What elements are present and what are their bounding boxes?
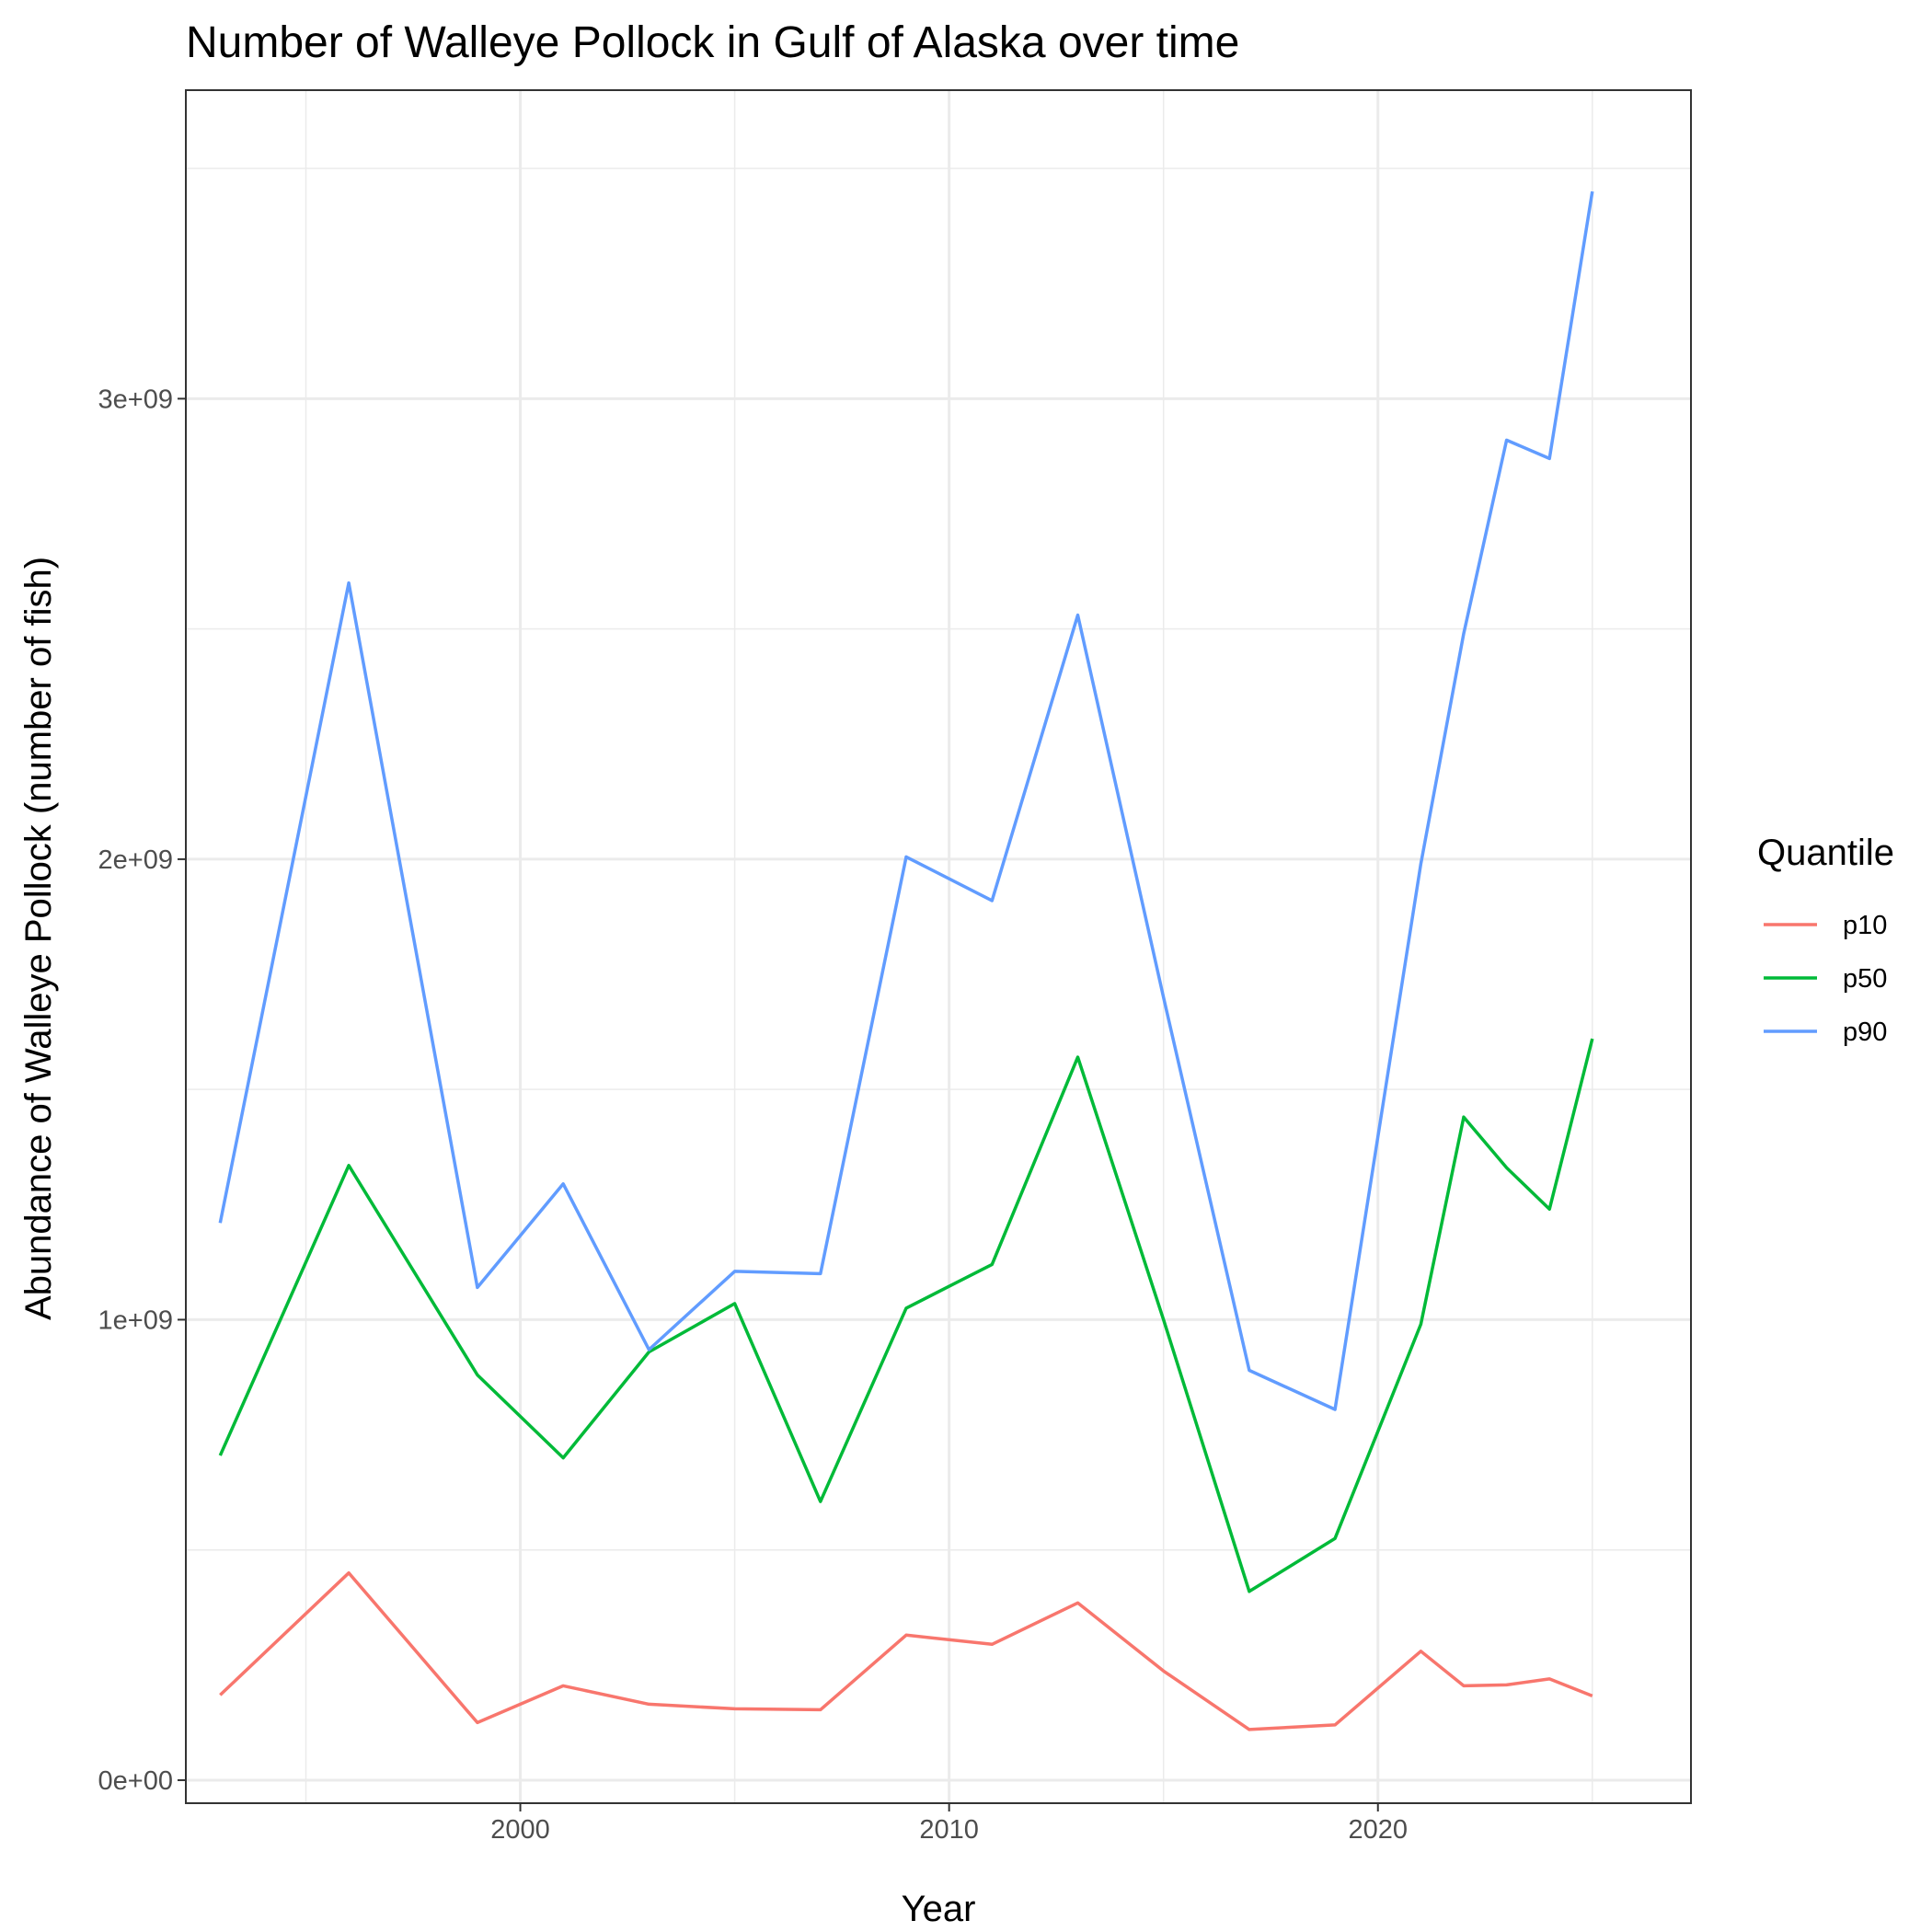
- legend: Quantile p10 p50 p90: [1757, 833, 1894, 1047]
- x-tick-label: 2010: [919, 1815, 979, 1845]
- panel-border: [185, 89, 1692, 1804]
- series-line-p90: [218, 190, 1594, 1411]
- y-tick-label: 2e+09: [98, 845, 173, 875]
- chart-title: Number of Walleye Pollock in Gulf of Ala…: [186, 18, 1239, 67]
- x-tick-label: 2020: [1348, 1815, 1408, 1845]
- legend-title: Quantile: [1757, 833, 1894, 873]
- series-line-p10: [219, 1570, 1593, 1731]
- x-axis: 2000 2010 2020: [490, 1803, 1408, 1845]
- x-axis-title: Year: [902, 1889, 976, 1929]
- y-axis: 0e+00 1e+09 2e+09 3e+09: [98, 385, 186, 1796]
- legend-label-p50: p50: [1843, 964, 1887, 994]
- legend-label-p90: p90: [1843, 1018, 1887, 1047]
- series-line-p50: [218, 1038, 1594, 1593]
- y-tick-label: 0e+00: [98, 1766, 173, 1796]
- y-tick-label: 1e+09: [98, 1305, 173, 1335]
- x-tick-label: 2000: [490, 1815, 550, 1845]
- panel-background: [186, 90, 1691, 1803]
- y-tick-label: 3e+09: [98, 385, 173, 414]
- y-axis-title: Abundance of Walleye Pollock (number of …: [18, 557, 59, 1320]
- legend-item-p10: p10: [1764, 911, 1887, 940]
- legend-label-p10: p10: [1843, 911, 1887, 940]
- legend-item-p50: p50: [1764, 964, 1887, 994]
- legend-item-p90: p90: [1764, 1018, 1887, 1047]
- plot-area: [185, 89, 1692, 1804]
